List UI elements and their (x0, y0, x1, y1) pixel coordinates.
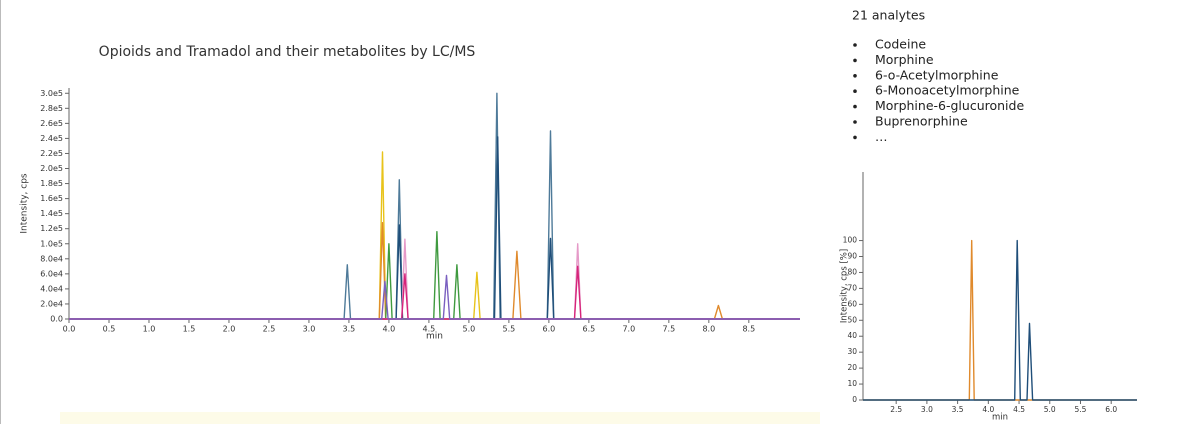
x-tick-label: 8.0 (702, 325, 715, 334)
y-tick-label: 40 (847, 331, 857, 340)
analyte: Morphine (875, 52, 934, 67)
bullet (853, 104, 857, 109)
x-axis-label: min (992, 413, 1008, 423)
x-tick-label: 5.5 (503, 325, 516, 334)
x-tick-label: 5.5 (1075, 405, 1087, 414)
y-tick-label: 8.0e4 (40, 254, 63, 263)
y-tick-label: 1.2e5 (40, 224, 63, 233)
chromatogram-line (69, 274, 800, 320)
x-tick-label: 3.0 (303, 325, 316, 334)
y-tick-label: 2.4e5 (40, 134, 63, 143)
x-tick-label: 6.0 (1105, 405, 1117, 414)
analyte: 6-Monoacetylmorphine (875, 83, 1020, 98)
y-tick-label: 30 (847, 347, 857, 356)
chart-title: Opioids and Tramadol and their metabolit… (99, 44, 476, 60)
y-tick-label: 1.0e5 (40, 239, 63, 248)
y-tick-label: 90 (847, 252, 857, 261)
x-tick-label: 4.5 (423, 325, 436, 334)
y-tick-label: 50 (847, 315, 857, 324)
bullet (853, 89, 857, 93)
y-tick-label: 1.6e5 (40, 194, 63, 203)
x-tick-label: 0.5 (103, 325, 116, 334)
x-tick-label: 4.0 (982, 405, 994, 414)
x-tick-label: 1.0 (143, 325, 156, 334)
y-tick-label: 0 (852, 395, 857, 404)
x-tick-label: 5.0 (463, 325, 476, 334)
x-tick-label: 5.0 (1044, 405, 1056, 414)
x-tick-label: 6.0 (543, 325, 556, 334)
y-axis-label: Intensity, cps (20, 173, 30, 234)
notes-heading: 21 analytes (852, 8, 925, 23)
x-tick-label: 4.5 (1013, 405, 1025, 414)
bullet (853, 120, 857, 124)
y-tick-label: 80 (847, 267, 857, 276)
x-tick-label: 4.0 (383, 325, 396, 334)
y-tick-label: 60 (847, 299, 857, 308)
bullet (853, 74, 857, 78)
x-axis-label: min (426, 332, 443, 342)
y-tick-label: 2.0e5 (40, 164, 63, 173)
y-tick-label: 2.8e5 (40, 104, 63, 113)
y-tick-label: 100 (843, 236, 858, 245)
y-tick-label: 6.0e4 (40, 269, 63, 278)
bullet (853, 58, 857, 63)
x-tick-label: 7.0 (622, 325, 635, 334)
x-tick-label: 7.5 (662, 325, 675, 334)
y-tick-label: 1.4e5 (40, 209, 63, 218)
y-tick-label: 70 (847, 283, 857, 292)
y-tick-label: 10 (847, 379, 857, 388)
y-tick-label: 2.2e5 (40, 149, 63, 158)
y-tick-label: 2.0e4 (40, 299, 63, 308)
x-tick-label: 1.5 (183, 325, 196, 334)
analyte: Buprenorphine (875, 114, 968, 129)
y-tick-label: 3.0e5 (40, 89, 63, 98)
bullet (853, 135, 857, 140)
analyte: Codeine (875, 37, 926, 52)
x-tick-label: 6.5 (582, 325, 595, 334)
analyte: Morphine-6-glucuronide (875, 98, 1024, 113)
bottom-strip (60, 412, 820, 424)
x-tick-label: 2.0 (223, 325, 236, 334)
chromatogram-line (69, 136, 800, 320)
x-tick-label: 3.5 (952, 405, 964, 414)
y-axis-label: Intensity, cps [%] (840, 249, 850, 323)
bullet (853, 43, 857, 47)
y-tick-label: 4.0e4 (40, 284, 63, 293)
chromatogram-line (863, 239, 1137, 401)
y-tick-label: 1.8e5 (40, 179, 63, 188)
x-tick-label: 2.5 (263, 325, 276, 334)
x-tick-label: 3.5 (343, 325, 356, 334)
analyte: 6-o-Acetylmorphine (875, 67, 999, 82)
x-tick-label: 0.0 (63, 325, 76, 334)
y-tick-label: 0.0 (50, 315, 63, 324)
x-tick-label: 8.5 (742, 325, 755, 334)
y-tick-label: 20 (847, 363, 857, 372)
chromatogram-line (863, 239, 1137, 401)
y-tick-label: 2.6e5 (40, 119, 63, 128)
x-tick-label: 3.0 (921, 405, 933, 414)
chromatogram-line (69, 221, 800, 320)
x-tick-label: 2.5 (890, 405, 902, 414)
analyte: … (875, 129, 888, 144)
chromatogram-line (69, 230, 800, 320)
